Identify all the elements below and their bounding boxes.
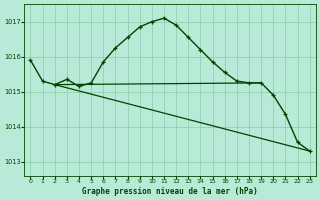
X-axis label: Graphe pression niveau de la mer (hPa): Graphe pression niveau de la mer (hPa) [82, 187, 258, 196]
